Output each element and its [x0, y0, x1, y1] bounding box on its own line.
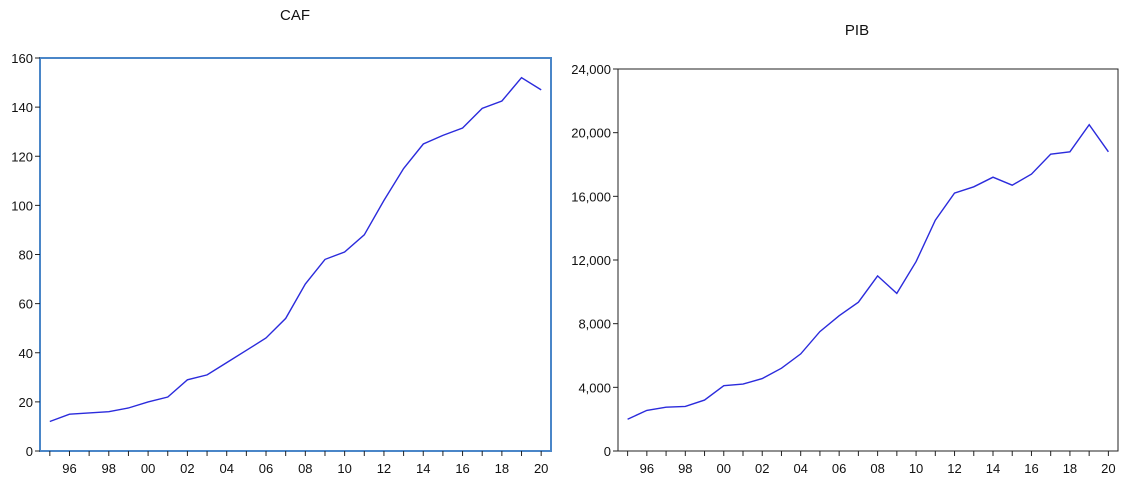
caf-x-tick-label: 16: [455, 461, 469, 476]
pib-x-tick-label: 14: [986, 461, 1000, 476]
pib-y-tick-label: 20,000: [571, 126, 611, 141]
caf-x-tick-label: 08: [298, 461, 312, 476]
pib-x-tick-label: 98: [678, 461, 692, 476]
pib-x-tick-label: 04: [793, 461, 807, 476]
pib-y-tick-label: 12,000: [571, 253, 611, 268]
pib-x-tick-label: 06: [832, 461, 846, 476]
caf-series-line: [49, 76, 542, 423]
pib-series-line: [627, 123, 1109, 420]
pib-x-tick-label: 08: [870, 461, 884, 476]
caf-y-tick-label: 160: [11, 51, 33, 66]
caf-y-tick-label: 100: [11, 198, 33, 213]
pib-x-tick-label: 18: [1063, 461, 1077, 476]
pib-y-tick-label: 4,000: [578, 380, 611, 395]
caf-x-tick-label: 12: [377, 461, 391, 476]
pib-x-tick-label: 10: [909, 461, 923, 476]
caf-x-tick-label: 04: [219, 461, 233, 476]
pib-panel-background: [562, 0, 1122, 486]
caf-y-tick-label: 60: [19, 297, 33, 312]
pib-y-tick-label: 16,000: [571, 189, 611, 204]
pib-y-tick-label: 8,000: [578, 317, 611, 332]
pib-x-tick-label: 00: [717, 461, 731, 476]
pib-y-tick-label: 24,000: [571, 62, 611, 77]
caf-x-tick-label: 20: [534, 461, 548, 476]
caf-x-tick-label: 10: [337, 461, 351, 476]
caf-x-tick-label: 06: [259, 461, 273, 476]
caf-x-tick-label: 18: [495, 461, 509, 476]
caf-x-tick-label: 14: [416, 461, 430, 476]
pib-chart: PIB 0 4,000 8,000 12,000 16,000 20,000 24,000 96…: [562, 0, 1122, 486]
caf-y-tick-label: 140: [11, 100, 33, 115]
caf-y-tick-label: 120: [11, 149, 33, 164]
caf-panel-background: [0, 0, 562, 486]
caf-x-tick-label: 96: [62, 461, 76, 476]
caf-x-tick-label: 00: [141, 461, 155, 476]
pib-chart-title: PIB: [845, 22, 869, 39]
pib-x-tick-label: 20: [1101, 461, 1115, 476]
pib-x-tick-label: 16: [1024, 461, 1038, 476]
pib-x-tick-label: 12: [947, 461, 961, 476]
caf-chart: CAF 0 20 40 60 80 100 120 140 160 96 98 00 02 04 06 08 10…: [0, 0, 562, 486]
pib-y-tick-label: 0: [604, 444, 611, 459]
caf-y-tick-label: 80: [19, 248, 33, 263]
caf-x-tick-label: 02: [180, 461, 194, 476]
caf-chart-title: CAF: [280, 7, 310, 24]
caf-y-tick-label: 40: [19, 346, 33, 361]
caf-y-tick-label: 0: [26, 444, 33, 459]
caf-x-tick-label: 98: [102, 461, 116, 476]
pib-x-tick-label: 96: [640, 461, 654, 476]
caf-y-tick-label: 20: [19, 395, 33, 410]
pib-x-tick-label: 02: [755, 461, 769, 476]
